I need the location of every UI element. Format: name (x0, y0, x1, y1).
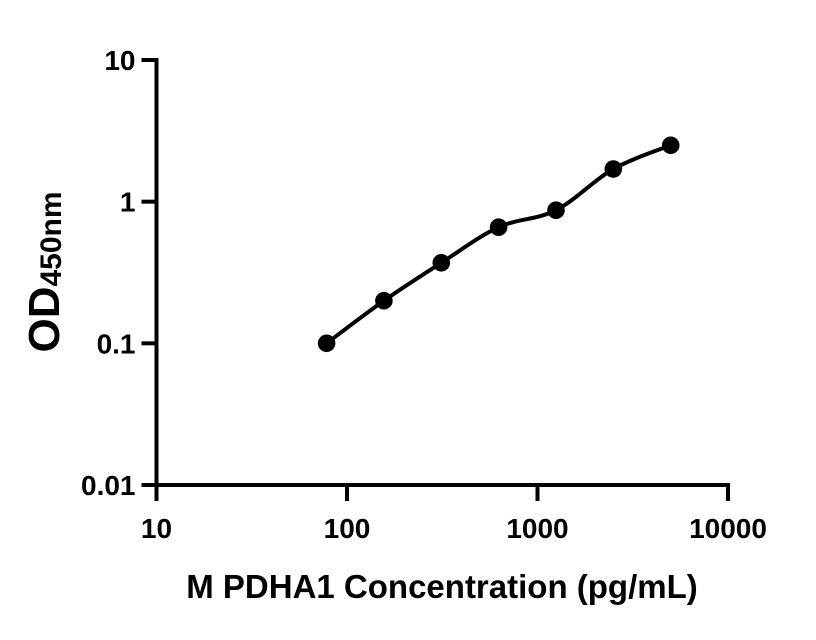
y-tick-label: 0.1 (97, 328, 136, 359)
y-axis-title-main: OD (20, 287, 69, 353)
data-point (661, 136, 680, 155)
data-point (604, 160, 623, 178)
x-axis-title: M PDHA1 Concentration (pg/mL) (186, 568, 697, 605)
data-point (432, 253, 451, 272)
x-tick-label: 10 (141, 513, 172, 544)
data-point (317, 334, 336, 353)
x-tick-label: 100 (324, 513, 371, 544)
plot-area: 0.01 0.1 1 10 10 100 1000 10000 (81, 45, 767, 544)
y-tick-label: 0.01 (81, 470, 136, 501)
y-tick-label: 1 (120, 187, 136, 218)
y-axis-title: OD450nm (20, 191, 69, 352)
data-point (375, 291, 393, 310)
y-tick-label: 10 (104, 45, 135, 76)
x-tick-label: 1000 (506, 513, 568, 544)
x-tick-label: 10000 (689, 513, 767, 544)
data-point (547, 201, 565, 219)
data-point (489, 218, 508, 236)
y-axis-title-sub: 450nm (35, 191, 68, 286)
